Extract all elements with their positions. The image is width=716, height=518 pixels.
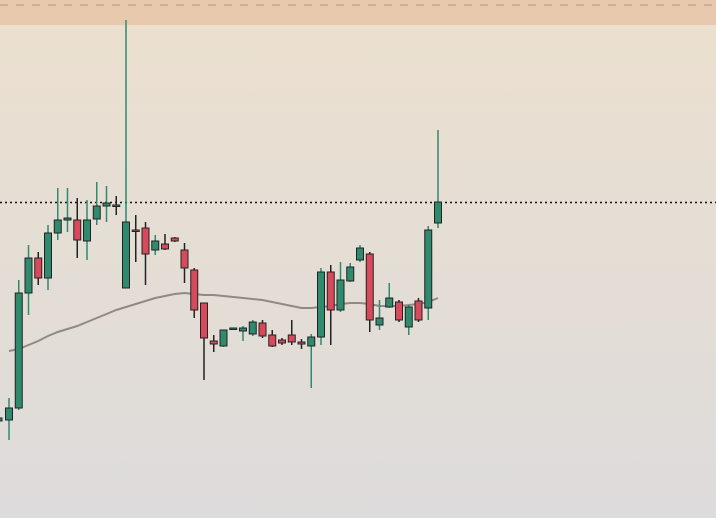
candle-body [24,257,33,294]
candle-body [102,202,111,207]
candle-body [5,407,13,421]
candle-body [219,329,228,347]
partial-candle [0,417,3,422]
top-band [0,0,716,25]
candle-body [141,227,150,255]
candle-body [92,205,101,220]
candle-body [209,340,218,345]
candle-body [151,240,160,251]
candle-body [73,219,82,241]
candle-body [200,302,208,339]
candle-body [356,247,364,261]
candle-body [385,297,394,308]
candle-body [346,266,355,282]
candle-body [112,204,121,207]
candle-body [190,269,199,311]
candle-body [14,292,23,409]
candle-body [258,322,267,337]
candle-body [424,229,433,309]
candle-body [131,229,140,232]
candle-body [34,257,43,279]
candle-body [326,271,335,311]
candle-body [365,253,374,321]
candle-body [287,334,296,343]
candle-body [278,339,286,344]
candle-body [122,221,130,289]
candle-body [307,336,316,347]
candle-body [395,301,403,321]
candle-body [414,300,423,321]
candle-body [239,327,247,332]
candle-body [161,243,169,250]
candle-body [317,271,325,338]
candle-body [53,219,62,234]
candle-body [336,279,345,311]
candle-body [63,217,72,221]
candle-body [404,306,413,328]
candle-body [268,334,277,347]
candle-body [83,219,91,242]
candle-body [229,327,238,330]
candle-body [180,249,189,269]
candle-body [44,232,52,279]
candle-body [248,321,257,335]
candle-body [170,237,179,242]
candle-body [297,341,306,345]
candle-body [434,201,442,224]
candle-body [375,317,384,326]
